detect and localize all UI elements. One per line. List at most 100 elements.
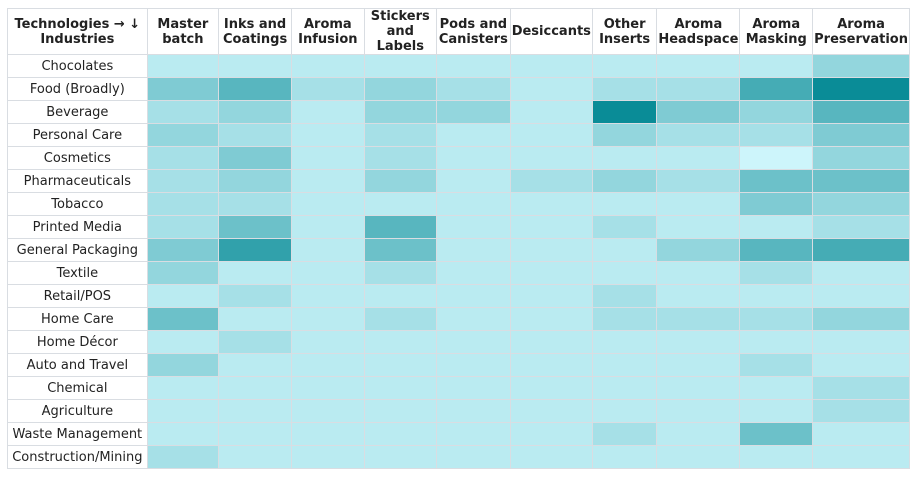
- table-row: Chocolates: [7, 54, 910, 78]
- heatmap-cell: [591, 284, 658, 308]
- heatmap-cell: [509, 353, 593, 377]
- heatmap-cell: [739, 376, 814, 400]
- heatmap-cell: [435, 192, 511, 216]
- heatmap-cell: [435, 146, 511, 170]
- heatmap-cell: [812, 169, 910, 193]
- heatmap-cell: [656, 353, 741, 377]
- heatmap-cell: [363, 261, 437, 285]
- heatmap-cell: [435, 123, 511, 147]
- heatmap-cell: [146, 284, 220, 308]
- heatmap-cell: [435, 238, 511, 262]
- row-label: Construction/Mining: [7, 445, 148, 469]
- heatmap-cell: [739, 330, 814, 354]
- heatmap-cell: [291, 215, 365, 239]
- table-row: Home Care: [7, 307, 910, 331]
- heatmap-cell: [591, 54, 658, 78]
- heatmap-table: Technologies → ↓ Industries Master batch…: [7, 8, 910, 469]
- table-row: Beverage: [7, 100, 910, 124]
- heatmap-cell: [146, 330, 220, 354]
- heatmap-cell: [218, 238, 293, 262]
- column-header: Aroma Headspace: [656, 8, 741, 55]
- column-header: Aroma Masking: [739, 8, 814, 55]
- heatmap-cell: [435, 261, 511, 285]
- heatmap-cell: [218, 215, 293, 239]
- heatmap-cell: [363, 307, 437, 331]
- heatmap-cell: [363, 353, 437, 377]
- heatmap-cell: [291, 192, 365, 216]
- heatmap-cell: [218, 445, 293, 469]
- heatmap-cell: [509, 445, 593, 469]
- heatmap-cell: [812, 284, 910, 308]
- heatmap-cell: [291, 123, 365, 147]
- heatmap-cell: [656, 376, 741, 400]
- heatmap-cell: [146, 77, 220, 101]
- heatmap-cell: [435, 284, 511, 308]
- heatmap-cell: [509, 215, 593, 239]
- heatmap-cell: [146, 192, 220, 216]
- heatmap-cell: [363, 399, 437, 423]
- heatmap-cell: [509, 123, 593, 147]
- heatmap-cell: [739, 307, 814, 331]
- heatmap-cell: [812, 215, 910, 239]
- heatmap-cell: [591, 146, 658, 170]
- heatmap-cell: [435, 77, 511, 101]
- heatmap-cell: [656, 77, 741, 101]
- heatmap-cell: [363, 284, 437, 308]
- heatmap-cell: [739, 353, 814, 377]
- heatmap-cell: [363, 215, 437, 239]
- heatmap-cell: [812, 123, 910, 147]
- heatmap-cell: [739, 146, 814, 170]
- row-label: Agriculture: [7, 399, 148, 423]
- heatmap-cell: [146, 169, 220, 193]
- heatmap-cell: [509, 100, 593, 124]
- heatmap-cell: [739, 100, 814, 124]
- heatmap-cell: [591, 261, 658, 285]
- heatmap-cell: [218, 307, 293, 331]
- heatmap-cell: [291, 445, 365, 469]
- heatmap-cell: [656, 215, 741, 239]
- column-header: Other Inserts: [591, 8, 658, 55]
- heatmap-cell: [812, 146, 910, 170]
- heatmap-cell: [146, 100, 220, 124]
- table-row: General Packaging: [7, 238, 910, 262]
- heatmap-cell: [363, 330, 437, 354]
- row-label: Chemical: [7, 376, 148, 400]
- heatmap-cell: [363, 192, 437, 216]
- table-row: Waste Management: [7, 422, 910, 446]
- table-row: Chemical: [7, 376, 910, 400]
- row-label: Home Décor: [7, 330, 148, 354]
- heatmap-cell: [363, 123, 437, 147]
- heatmap-cell: [363, 100, 437, 124]
- heatmap-cell: [218, 77, 293, 101]
- heatmap-cell: [291, 54, 365, 78]
- heatmap-cell: [291, 422, 365, 446]
- table-row: Auto and Travel: [7, 353, 910, 377]
- heatmap-cell: [509, 146, 593, 170]
- column-header-label: Aroma Headspace: [658, 16, 739, 47]
- heatmap-cell: [509, 284, 593, 308]
- column-header-label: Desiccants: [511, 24, 591, 39]
- table-row: Home Décor: [7, 330, 910, 354]
- table-row: Agriculture: [7, 399, 910, 423]
- heatmap-cell: [591, 123, 658, 147]
- heatmap-cell: [656, 123, 741, 147]
- heatmap-cell: [509, 261, 593, 285]
- heatmap-cell: [218, 376, 293, 400]
- row-label: Waste Management: [7, 422, 148, 446]
- row-label: Textile: [7, 261, 148, 285]
- heatmap-cell: [146, 353, 220, 377]
- heatmap-cell: [218, 54, 293, 78]
- heatmap-cell: [509, 307, 593, 331]
- heatmap-cell: [218, 261, 293, 285]
- heatmap-cell: [739, 238, 814, 262]
- heatmap-cell: [739, 169, 814, 193]
- heatmap-cell: [146, 445, 220, 469]
- heatmap-cell: [218, 353, 293, 377]
- heatmap-cell: [656, 146, 741, 170]
- heatmap-cell: [363, 238, 437, 262]
- heatmap-cell: [435, 100, 511, 124]
- corner-label: Technologies → ↓ Industries: [7, 8, 148, 55]
- heatmap-cell: [218, 192, 293, 216]
- column-header: Inks and Coatings: [218, 8, 293, 55]
- heatmap-cell: [656, 307, 741, 331]
